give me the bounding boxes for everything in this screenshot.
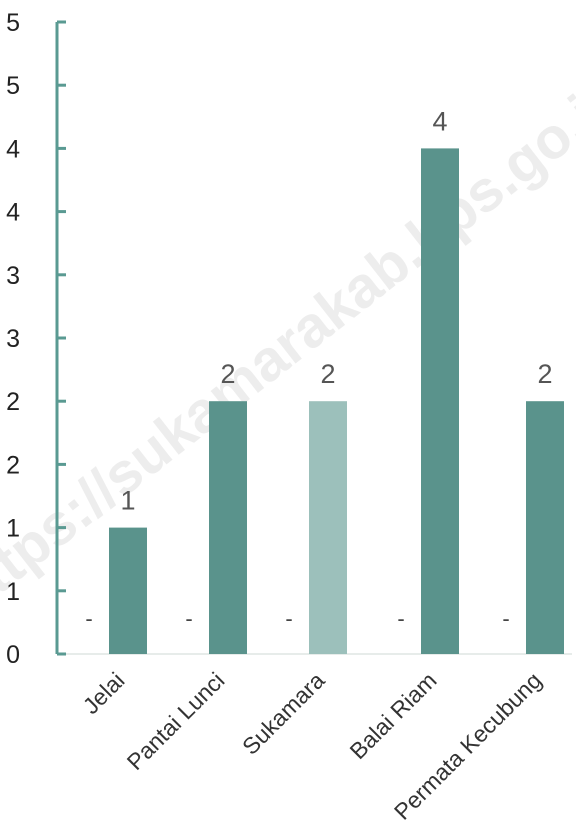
y-tick-label: 3 bbox=[6, 325, 20, 353]
bar-series-2 bbox=[209, 401, 247, 654]
watermark: https://sukamarakab.bps.go.id bbox=[0, 61, 576, 628]
y-tick-label: 1 bbox=[6, 578, 20, 606]
bar-series-2 bbox=[526, 401, 564, 654]
y-tick-label: 5 bbox=[6, 72, 20, 100]
bar-series-2 bbox=[309, 401, 347, 654]
data-label-series-1: - bbox=[285, 606, 292, 631]
axes: 0 1 1 2 2 3 3 4 4 5 5 bbox=[6, 9, 572, 669]
data-label-series-2: 4 bbox=[432, 106, 447, 136]
bar-series-2 bbox=[421, 148, 459, 654]
data-label-series-2: 2 bbox=[220, 359, 235, 389]
y-tick-label: 3 bbox=[6, 262, 20, 290]
x-category-label: Balai Riam bbox=[345, 667, 442, 764]
data-label-series-1: - bbox=[85, 606, 92, 631]
data-label-series-2: 1 bbox=[120, 486, 135, 516]
x-category-label: Pantai Lunci bbox=[122, 667, 230, 775]
x-category-label: Jelai bbox=[78, 667, 130, 719]
y-tick-label: 4 bbox=[6, 199, 20, 227]
x-category-label: Sukamara bbox=[237, 667, 330, 760]
bar-series-2 bbox=[109, 527, 147, 654]
y-tick-label: 1 bbox=[6, 515, 20, 543]
data-label-series-1: - bbox=[502, 606, 509, 631]
data-label-series-1: - bbox=[185, 606, 192, 631]
data-label-series-2: 2 bbox=[537, 359, 552, 389]
y-tick-label: 2 bbox=[6, 388, 20, 416]
y-tick-label: 4 bbox=[6, 135, 20, 163]
y-tick-label: 5 bbox=[6, 9, 20, 37]
y-tick-label: 2 bbox=[6, 451, 20, 479]
y-tick-label: 0 bbox=[6, 641, 20, 669]
data-label-series-2: 2 bbox=[320, 359, 335, 389]
data-label-series-1: - bbox=[397, 606, 404, 631]
